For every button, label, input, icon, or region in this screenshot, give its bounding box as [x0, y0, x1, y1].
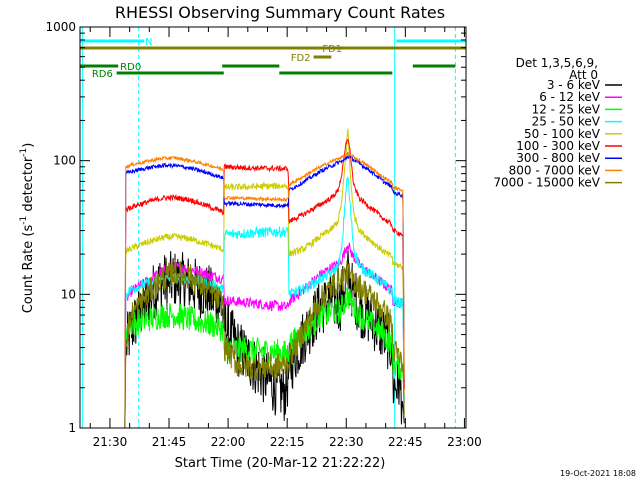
flag-label-fd2: FD2: [291, 53, 311, 64]
series-line-7000-15000-kev: [124, 260, 405, 429]
flag-label-fd1: FD1: [322, 44, 342, 55]
x-tick-label: 22:15: [270, 435, 305, 449]
legend-label: 300 - 800 keV: [516, 151, 600, 165]
series-line-50-100-kev: [124, 128, 405, 429]
y-tick-label: 10: [61, 287, 76, 301]
series-line-100-300-kev: [124, 138, 405, 429]
y-tick-label: 1: [68, 421, 76, 435]
plot-frame: [79, 26, 467, 429]
legend-label: 800 - 7000 keV: [509, 163, 601, 177]
series-line-12-25-kev: [124, 286, 405, 429]
legend-label: 6 - 12 keV: [539, 90, 601, 104]
y-axis-label-close: ): [21, 143, 36, 148]
chart-title: RHESSI Observing Summary Count Rates: [115, 3, 445, 22]
legend-label: 25 - 50 keV: [532, 115, 601, 129]
flag-label-n: N: [145, 37, 152, 48]
x-tick-label: 22:00: [211, 435, 246, 449]
legend-label: 100 - 300 keV: [516, 139, 600, 153]
plot-data-area: [81, 27, 456, 429]
x-tick-label: 21:30: [93, 435, 128, 449]
y-axis-label-exponent: -1: [19, 216, 29, 225]
plot-axes: 1 10 100 1000 21:30 21:45 22:00 22:15 22:30 22:45…: [45, 20, 481, 449]
y-axis-label-exponent-2: -1: [19, 148, 29, 157]
y-axis-label-text: Count Rate (s: [21, 225, 36, 314]
legend-header-attenuator: Att 0: [569, 68, 598, 82]
flag-label-rd6: RD6: [92, 69, 113, 80]
legend-header-detectors: Det 1,3,5,6,9,: [516, 56, 598, 70]
y-axis-label: Count Rate (s-1 detector-1): [19, 143, 36, 314]
x-tick-label: 22:45: [388, 435, 423, 449]
legend-label: 50 - 100 keV: [524, 127, 601, 141]
x-axis-label: Start Time (20-Mar-12 21:22:22): [175, 456, 386, 471]
legend-label: 3 - 6 keV: [547, 78, 601, 92]
y-axis-label-detector: detector: [21, 156, 36, 216]
legend-label: 7000 - 15000 keV: [493, 176, 600, 190]
y-tick-label: 1000: [45, 20, 76, 34]
x-tick-label: 23:00: [447, 435, 482, 449]
flag-label-rd0: RD0: [120, 62, 141, 73]
legend-label: 12 - 25 keV: [532, 102, 601, 116]
observing-flags: N FD1 FD2 RD0 RD6: [80, 37, 466, 80]
series-line-800-7000-kev: [124, 151, 405, 429]
x-tick-label: 22:30: [329, 435, 364, 449]
footer-timestamp: 19-Oct-2021 18:08: [560, 469, 636, 478]
y-tick-label: 100: [53, 154, 76, 168]
x-tick-label: 21:45: [152, 435, 187, 449]
